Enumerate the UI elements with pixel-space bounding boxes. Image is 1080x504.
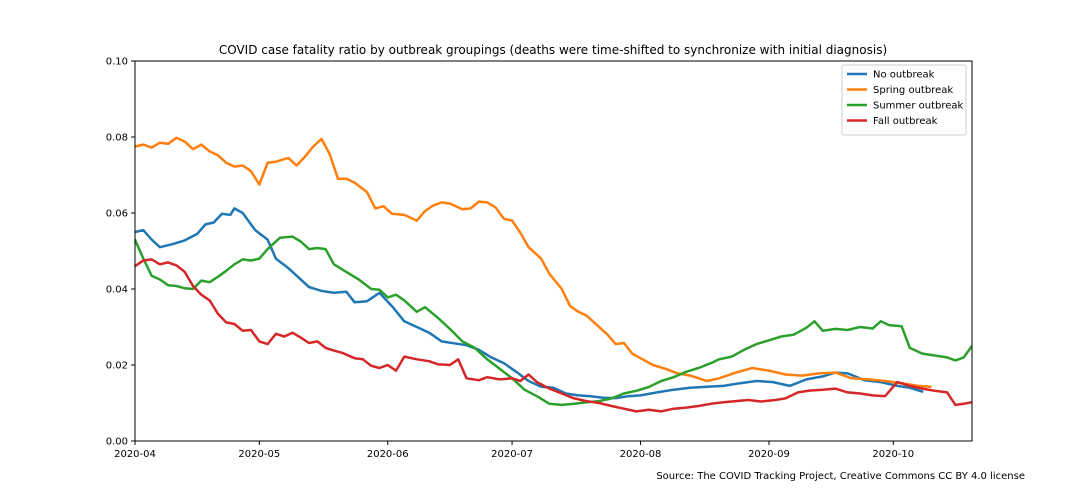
legend-label: Summer outbreak <box>873 101 964 112</box>
y-tick-label: 0.10 <box>106 57 128 68</box>
y-tick-label: 0.00 <box>106 437 128 448</box>
legend-label: Spring outbreak <box>873 85 953 96</box>
x-tick-label: 2020-10 <box>872 449 914 460</box>
legend: No outbreak Spring outbreak Summer outbrea… <box>841 64 967 136</box>
plot-frame <box>134 60 973 442</box>
x-tick-label: 2020-08 <box>620 449 662 460</box>
x-tick-label: 2020-04 <box>114 449 156 460</box>
y-tick-label: 0.08 <box>106 133 128 144</box>
x-tick-label: 2020-07 <box>491 449 533 460</box>
x-tick-label: 2020-06 <box>367 449 409 460</box>
series-line-spring-outbreak <box>135 136 932 388</box>
legend-box <box>841 64 967 136</box>
chart-title: COVID case fatality ratio by outbreak gr… <box>219 43 887 57</box>
y-tick-label: 0.04 <box>106 285 128 296</box>
series-line-summer-outbreak <box>135 235 972 407</box>
source-note: Source: The COVID Tracking Project, Crea… <box>656 471 1025 482</box>
y-tick-label: 0.06 <box>106 209 128 220</box>
x-tick-label: 2020-09 <box>748 449 790 460</box>
x-tick-label: 2020-05 <box>238 449 280 460</box>
legend-label: No outbreak <box>873 70 935 81</box>
y-tick-label: 0.02 <box>106 361 128 372</box>
series-line-fall-outbreak <box>135 258 972 413</box>
series-line-no-outbreak <box>135 207 924 400</box>
legend-label: Fall outbreak <box>873 116 938 127</box>
